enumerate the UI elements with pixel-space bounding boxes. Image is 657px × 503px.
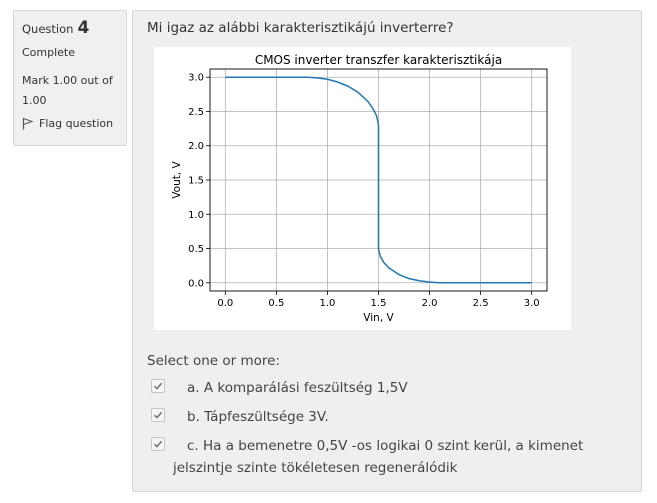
question-label: Question xyxy=(22,22,74,36)
option-text: A komparálási feszültség 1,5V xyxy=(203,380,408,396)
y-tick-label: 0.0 xyxy=(188,278,204,289)
answer-option-c[interactable]: c. Ha a bemenetre 0,5V -os logikai 0 szi… xyxy=(151,435,584,476)
option-text-continued: jelszintje szinte tökéletesen regeneráló… xyxy=(173,460,458,476)
flag-question-label: Flag question xyxy=(39,117,114,130)
checkbox-c[interactable] xyxy=(151,437,165,451)
answer-option-b[interactable]: b. Tápfeszültsége 3V. xyxy=(151,406,329,428)
y-tick-label: 2.5 xyxy=(188,107,204,118)
checkmark-icon xyxy=(153,411,163,419)
x-tick-label: 0.5 xyxy=(268,298,284,309)
question-text: Mi igaz az alábbi karakterisztikájú inve… xyxy=(147,20,454,36)
x-tick-label: 2.0 xyxy=(422,298,438,309)
y-tick-label: 3.0 xyxy=(188,73,204,84)
flag-icon xyxy=(22,117,34,130)
x-tick-label: 2.5 xyxy=(473,298,489,309)
y-axis-label: Vout, V xyxy=(171,160,183,198)
transfer-characteristic-chart: 0.0 0.5 1.0 1.5 2.0 2.5 3.0 0.0 0.5 1.0 1.5 2.0 2.5 3… xyxy=(171,53,548,324)
y-tick-label: 1.0 xyxy=(188,210,204,221)
y-tick-label: 0.5 xyxy=(188,244,204,255)
question-grade: Mark 1.00 out of 1.00 xyxy=(22,74,113,107)
question-number: Question 4 xyxy=(22,18,118,38)
y-tick-label: 1.5 xyxy=(188,176,204,187)
x-tick-label: 1.5 xyxy=(371,298,387,309)
question-info-panel: Question 4 Complete Mark 1.00 out of 1.0… xyxy=(13,10,127,146)
option-letter: b. xyxy=(187,409,200,425)
option-text: Tápfeszültsége 3V. xyxy=(204,409,329,425)
answer-option-a[interactable]: a. A komparálási feszültség 1,5V xyxy=(151,377,408,399)
chart-title: CMOS inverter transzfer karakterisztikáj… xyxy=(255,53,502,67)
question-content: Mi igaz az alábbi karakterisztikájú inve… xyxy=(132,10,642,492)
option-letter: a. xyxy=(187,380,200,396)
checkmark-icon xyxy=(153,382,163,390)
y-tick-label: 2.0 xyxy=(188,141,204,152)
checkmark-icon xyxy=(153,440,163,448)
checkbox-a[interactable] xyxy=(151,379,165,393)
checkbox-b[interactable] xyxy=(151,408,165,422)
x-tick-label: 0.0 xyxy=(217,298,233,309)
flag-question-link[interactable]: Flag question xyxy=(22,117,118,130)
x-tick-label: 1.0 xyxy=(319,298,335,309)
option-letter: c. xyxy=(187,438,199,454)
chart-image: 0.0 0.5 1.0 1.5 2.0 2.5 3.0 0.0 0.5 1.0 1.5 2.0 2.5 3… xyxy=(154,47,571,330)
series-line xyxy=(225,76,532,284)
option-text: Ha a bemenetre 0,5V -os logikai 0 szint … xyxy=(203,438,584,454)
question-state: Complete xyxy=(22,46,76,59)
answer-prompt: Select one or more: xyxy=(147,353,280,369)
question-number-value: 4 xyxy=(77,18,90,38)
x-axis-label: Vin, V xyxy=(363,312,394,324)
x-tick-label: 3.0 xyxy=(524,298,540,309)
